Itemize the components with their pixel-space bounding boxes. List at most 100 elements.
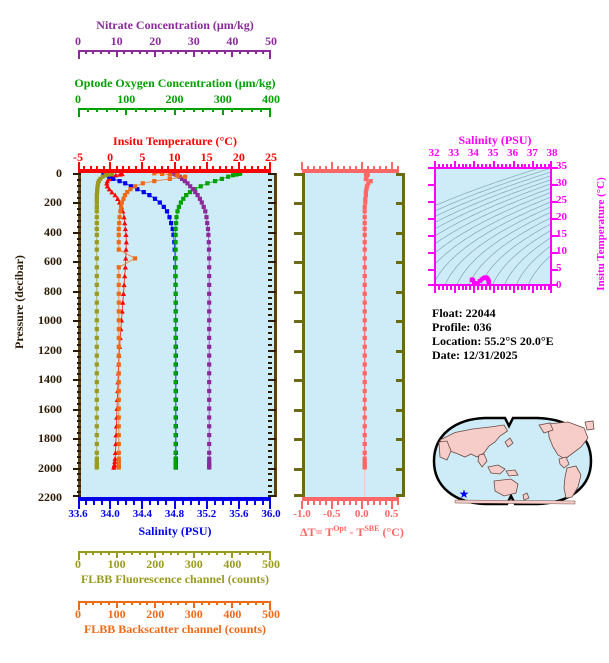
axis-minor-tick [92, 551, 95, 555]
data-point [128, 184, 133, 189]
axis-minor-tick [481, 164, 484, 168]
data-point [103, 173, 108, 178]
axis-minor-tick [177, 601, 180, 605]
axis-minor-tick [437, 286, 440, 290]
delta-t-title-part1: ΔT= T [300, 525, 334, 539]
data-point [173, 388, 178, 394]
axis-minor-tick [185, 551, 188, 555]
axis-minor-tick [77, 273, 81, 276]
data-point [116, 353, 121, 358]
axis-tick [396, 379, 405, 383]
axis-minor-tick [268, 361, 272, 364]
data-point [205, 226, 211, 232]
axis-minor-tick [268, 302, 272, 305]
map-land [558, 456, 570, 469]
data-point [174, 221, 179, 226]
temperature-axis-ticks [78, 162, 271, 170]
axis-minor-tick [268, 479, 272, 482]
data-point [147, 193, 152, 198]
axis-tick [294, 349, 303, 353]
axis-minor-tick [77, 414, 81, 417]
axis-minor-tick [77, 396, 81, 399]
axis-minor-tick [489, 286, 492, 290]
data-point [96, 179, 101, 184]
axis-minor-tick [169, 601, 172, 605]
data-point [226, 174, 231, 179]
axis-minor-tick [354, 501, 357, 505]
axis-minor-tick [489, 164, 492, 168]
isopycnal-line [468, 217, 550, 284]
data-point [123, 246, 129, 252]
data-point [122, 273, 128, 279]
data-point [94, 344, 99, 349]
data-point [362, 215, 367, 220]
isopycnal-line [504, 237, 550, 284]
data-point [173, 247, 178, 252]
data-point [112, 192, 118, 198]
delta-t-title-mid: - T [346, 525, 365, 539]
data-point [207, 318, 212, 323]
data-point [364, 174, 369, 179]
axis-minor-tick [165, 501, 168, 505]
axis-major-tick [551, 184, 558, 186]
axis-minor-tick [457, 164, 460, 168]
axis-tick-label: 33.6 [68, 508, 88, 520]
axis-minor-tick [378, 166, 381, 170]
axis-minor-tick [445, 286, 448, 290]
axis-major-tick [78, 162, 80, 170]
data-point [362, 456, 367, 461]
axis-minor-tick [100, 601, 103, 605]
data-point [116, 327, 121, 332]
axis-major-tick [78, 501, 80, 509]
data-point [362, 282, 367, 287]
data-point [116, 232, 121, 237]
axis-tick [294, 320, 303, 324]
axis-minor-tick [84, 601, 87, 605]
axis-minor-tick [336, 166, 339, 170]
fluorescence-axis-title: FLBB Fluorescence channel (counts) [80, 572, 270, 586]
data-point [174, 215, 179, 220]
axis-major-tick [115, 551, 118, 558]
axis-minor-tick [199, 166, 202, 170]
axis-minor-tick [254, 601, 257, 605]
axis-tick-label: 300 [213, 92, 232, 106]
axis-minor-tick [384, 501, 387, 505]
axis-tick-label: 1200 [38, 342, 62, 357]
axis-minor-tick [192, 166, 195, 170]
axis-minor-tick [348, 501, 351, 505]
axis-minor-tick [160, 166, 163, 170]
axis-major-tick [330, 501, 333, 509]
axis-minor-tick [77, 284, 81, 287]
axis-minor-tick [500, 164, 503, 168]
axis-minor-tick [223, 601, 226, 605]
data-point [152, 196, 158, 201]
data-point [362, 327, 367, 332]
data-point [173, 441, 178, 447]
axis-minor-tick [239, 551, 242, 555]
data-point [95, 184, 100, 189]
isopycnal-line [436, 192, 550, 253]
axis-minor-tick [84, 50, 87, 54]
axis-minor-tick [268, 337, 272, 340]
axis-major-tick [78, 601, 80, 610]
data-point [112, 459, 118, 464]
axis-tick-label: 1600 [38, 401, 62, 416]
data-point [207, 335, 212, 340]
axis-minor-tick [312, 501, 315, 505]
axis-minor-tick [268, 390, 272, 393]
axis-minor-tick [496, 286, 499, 290]
axis-minor-tick [268, 373, 272, 376]
data-point [94, 353, 99, 358]
axis-minor-tick [268, 402, 272, 405]
data-point [123, 181, 128, 186]
data-point [117, 215, 122, 220]
axis-minor-tick [268, 367, 272, 370]
axis-minor-tick [131, 551, 134, 555]
data-point [362, 362, 367, 367]
axis-major-tick [550, 161, 552, 168]
data-point [111, 176, 116, 181]
axis-minor-tick [516, 286, 519, 290]
axis-major-tick [532, 286, 535, 293]
data-point [94, 335, 99, 340]
data-point [362, 424, 367, 429]
